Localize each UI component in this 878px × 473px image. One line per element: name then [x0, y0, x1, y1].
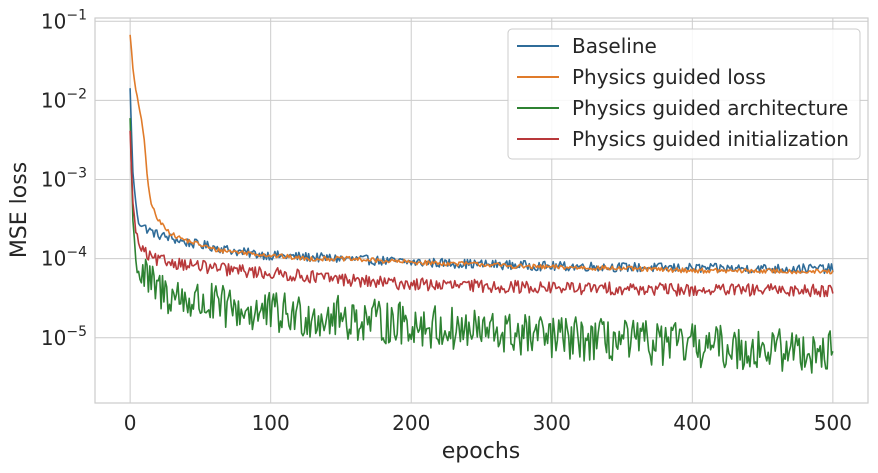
x-tick-label: 0 — [124, 411, 137, 435]
x-axis-ticks: 0 100 200 300 400 500 — [124, 411, 852, 435]
x-tick-label: 100 — [252, 411, 290, 435]
legend-label: Physics guided architecture — [572, 96, 848, 120]
series-line — [129, 34, 834, 275]
series-lines — [129, 34, 834, 374]
y-tick-label: 10−5 — [41, 324, 87, 350]
legend-label: Baseline — [572, 34, 657, 58]
legend-label: Physics guided initialization — [572, 127, 849, 151]
series-line — [129, 88, 834, 275]
y-tick-label: 10−4 — [41, 245, 87, 271]
y-axis-ticks: 10−5 10−4 10−3 10−2 10−1 — [41, 7, 87, 350]
y-axis-label: MSE loss — [7, 162, 32, 258]
x-tick-label: 400 — [673, 411, 711, 435]
legend-box — [507, 28, 861, 160]
series-line — [129, 118, 834, 374]
y-tick-label: 10−3 — [41, 166, 87, 192]
plot-frame — [94, 17, 869, 404]
x-tick-label: 200 — [392, 411, 430, 435]
y-tick-label: 10−1 — [41, 7, 87, 33]
legend: Baseline Physics guided loss Physics guide… — [507, 28, 861, 160]
y-tick-label: 10−2 — [41, 86, 87, 112]
x-tick-label: 300 — [533, 411, 571, 435]
legend-label: Physics guided loss — [572, 65, 766, 89]
x-axis-label: epochs — [442, 439, 520, 464]
series-line — [129, 130, 834, 298]
x-tick-label: 500 — [814, 411, 852, 435]
